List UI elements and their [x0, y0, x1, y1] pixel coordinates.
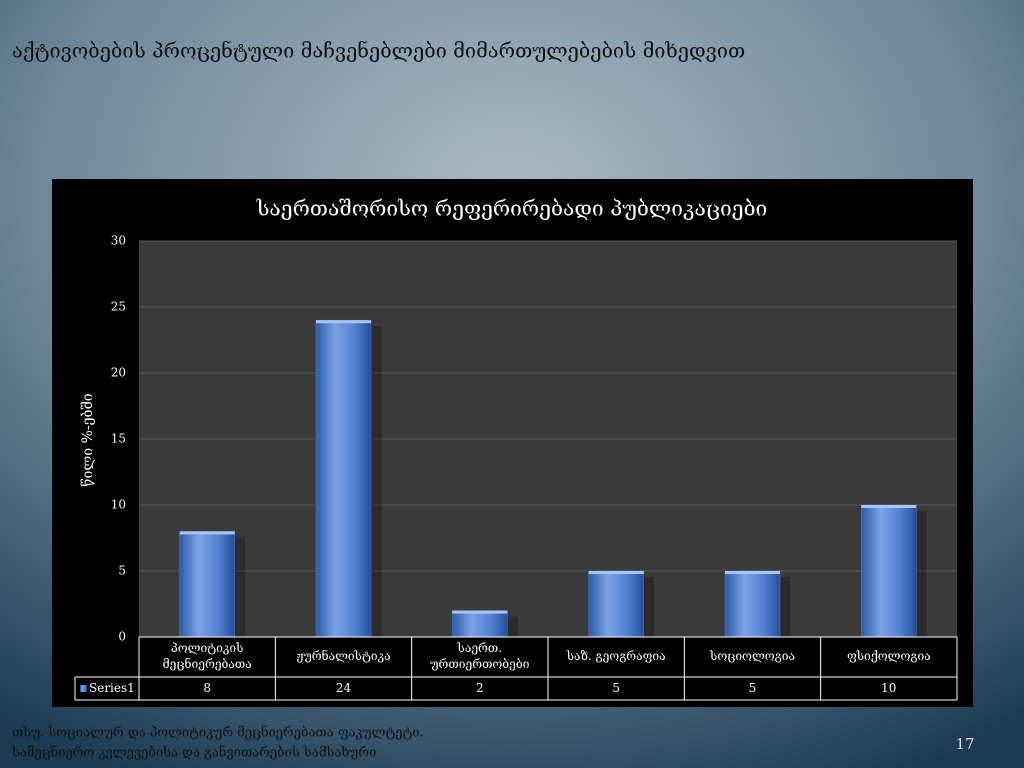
bar	[452, 610, 508, 638]
table-value: 2	[476, 680, 484, 695]
bar-top	[725, 571, 780, 574]
slide-title: აქტივობების პროცენტული მაჩვენებლები მიმა…	[12, 39, 745, 63]
bar-top	[179, 531, 235, 535]
x-tick-label: საზ. გეოგრაფია	[566, 649, 666, 664]
x-tick-label: ჟურნალისტიკა	[296, 649, 391, 664]
y-tick-label: 5	[118, 564, 126, 578]
y-tick-label: 20	[111, 366, 126, 380]
x-tick-label-box: პოლიტიკის მეცნიერებათა	[162, 641, 252, 671]
x-tick-label: საერთ. ურთიერთობები	[430, 641, 530, 671]
x-tick-label: ფსიქოლოგია	[846, 649, 931, 664]
x-tick-label-box: ფსიქოლოგია	[846, 649, 931, 664]
table-value: 10	[881, 680, 897, 695]
y-tick-label: 30	[111, 234, 126, 248]
y-tick-label: 15	[111, 432, 126, 446]
legend-swatch	[80, 685, 87, 692]
table-value-box: 8	[203, 680, 211, 695]
x-tick-label: პოლიტიკის მეცნიერებათა	[162, 641, 252, 671]
x-tick-label-box: ჟურნალისტიკა	[296, 649, 391, 664]
bar-top	[861, 505, 917, 508]
bar-top	[452, 610, 508, 614]
footer-line: თსუ. სოციალურ და პოლიტიკურ მეცნიერებათა …	[12, 725, 424, 741]
bar-top	[316, 320, 371, 324]
page-number: 17	[955, 735, 974, 753]
table-value-box: 5	[748, 680, 757, 695]
bar	[861, 504, 917, 638]
table-value-box: 10	[881, 680, 897, 695]
y-axis-label: წილი %-ებში	[79, 393, 96, 486]
x-tick-label-box: სოციოლოგია	[710, 649, 795, 664]
x-tick-label: სოციოლოგია	[710, 649, 795, 664]
legend-label: Series1	[89, 681, 135, 695]
bar	[179, 531, 235, 638]
x-tick-label-box: საერთ. ურთიერთობები	[430, 641, 530, 671]
bar-top	[588, 571, 644, 574]
table-value: 24	[335, 680, 352, 695]
y-tick-label: 10	[111, 498, 126, 512]
table-value-box: 2	[476, 680, 484, 695]
chart-title: საერთაშორისო რეფერირებადი პუბლიკაციები	[256, 197, 768, 221]
footer-line: სამეცნიერო კვლევებისა და განვითარების სა…	[11, 745, 376, 761]
bar	[588, 570, 644, 638]
table-value-box: 24	[335, 680, 352, 695]
bar	[315, 319, 372, 638]
table-value: 8	[203, 680, 211, 695]
x-tick-label-box: საზ. გეოგრაფია	[566, 649, 666, 664]
table-value: 5	[748, 680, 757, 695]
bar	[724, 570, 781, 638]
y-tick-label: 0	[118, 630, 126, 644]
table-value: 5	[612, 680, 620, 695]
table-value-box: 5	[612, 680, 620, 695]
y-tick-label: 25	[111, 300, 126, 314]
